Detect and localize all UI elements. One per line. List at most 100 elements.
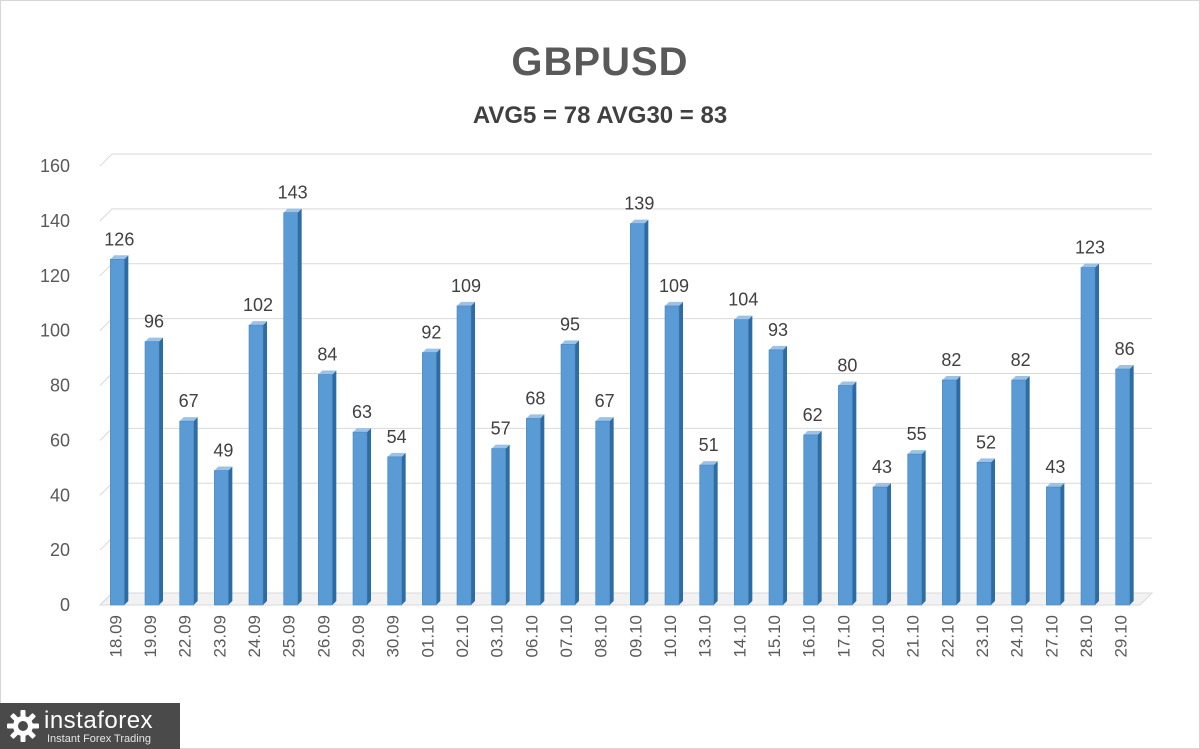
data-label: 143 (278, 183, 308, 203)
bar-group (1011, 376, 1030, 606)
bar (1011, 379, 1026, 606)
bar-side (921, 450, 926, 605)
bar (248, 324, 264, 606)
bar-side (748, 315, 753, 605)
gridline-depth (99, 373, 113, 386)
bar-top (907, 450, 926, 455)
bar-side (1095, 263, 1099, 605)
x-tick-label: 27.10 (1042, 615, 1061, 658)
bar (1046, 486, 1061, 606)
y-tick-label: 20 (50, 540, 70, 560)
bar-top (318, 370, 337, 375)
bar-group (768, 345, 787, 606)
bar-top (110, 255, 129, 260)
bar-top (803, 430, 822, 435)
x-tick-label: 08.10 (592, 615, 611, 658)
bar (734, 319, 749, 606)
bar-group (838, 381, 857, 606)
data-label: 63 (352, 402, 372, 422)
bar-group (699, 461, 718, 606)
bar (630, 223, 645, 606)
bar (768, 349, 784, 606)
bar-side (679, 301, 683, 605)
bar-side (1060, 483, 1065, 605)
bar-side (332, 370, 337, 605)
x-tick-label: 18.09 (106, 615, 125, 658)
y-tick-label: 40 (50, 485, 70, 505)
bar-top (977, 458, 995, 463)
bar-group (318, 370, 337, 606)
bar-top (595, 417, 614, 422)
chart-subtitle: AVG5 = 78 AVG30 = 83 (472, 102, 728, 129)
bar-side (713, 461, 718, 605)
data-label: 43 (872, 457, 892, 477)
data-label: 84 (317, 345, 337, 365)
data-label: 54 (387, 427, 407, 447)
x-tick-label: 19.09 (141, 615, 160, 658)
data-label: 109 (451, 276, 481, 296)
bar-group (422, 348, 441, 606)
bar-side (956, 376, 961, 605)
data-label: 82 (941, 350, 961, 370)
y-tick-label: 60 (50, 430, 70, 450)
bar-top (457, 301, 475, 306)
data-label: 126 (104, 229, 134, 249)
bar-top (665, 301, 683, 306)
bar (422, 352, 437, 606)
bar-top (179, 417, 198, 422)
bar (976, 462, 992, 606)
bar-group (526, 414, 545, 606)
x-tick-label: 25.09 (280, 615, 299, 658)
bar-group (803, 430, 822, 606)
bar-top (630, 219, 649, 224)
data-label: 139 (624, 194, 654, 214)
bar-group (214, 466, 233, 606)
x-tick-label: 03.10 (488, 615, 507, 658)
bar (283, 212, 298, 606)
data-label: 95 (560, 314, 580, 334)
bar-top (387, 452, 406, 457)
data-label: 104 (728, 290, 758, 310)
bar-top (526, 414, 545, 419)
bar-group (110, 255, 129, 606)
bar-group (283, 208, 302, 606)
bar-side (644, 219, 649, 605)
bar (1080, 267, 1096, 606)
data-label: 52 (976, 432, 996, 452)
bar-group (352, 428, 371, 606)
bar-group (456, 301, 475, 606)
data-label: 49 (213, 441, 233, 461)
bar-top (249, 321, 267, 326)
bar-group (976, 458, 995, 606)
x-tick-label: 21.10 (904, 615, 923, 658)
bar-side (817, 430, 822, 605)
bar-group (942, 376, 961, 606)
bar-side (991, 458, 995, 605)
bar (560, 344, 576, 606)
x-tick-label: 28.10 (1077, 615, 1096, 658)
bar-top (491, 444, 510, 449)
bar (491, 448, 506, 606)
data-label: 80 (837, 356, 857, 376)
bar-top (214, 466, 233, 471)
data-label: 86 (1115, 339, 1135, 359)
bar-side (1129, 365, 1134, 605)
bar-side (505, 444, 510, 605)
data-label: 43 (1045, 457, 1065, 477)
logo-name: instaforex (44, 707, 154, 734)
bar (664, 305, 680, 606)
y-tick-label: 80 (50, 376, 70, 396)
x-tick-label: 24.10 (1008, 615, 1027, 658)
data-label: 55 (907, 424, 927, 444)
data-label: 92 (421, 323, 441, 343)
x-tick-label: 07.10 (557, 615, 576, 658)
bar (214, 470, 229, 606)
x-tick-label: 14.10 (730, 615, 749, 658)
x-tick-label: 20.10 (869, 615, 888, 658)
bar-top (561, 340, 579, 345)
bar-side (783, 345, 787, 605)
bar (110, 258, 125, 606)
data-label: 123 (1075, 238, 1105, 258)
bar-group (248, 321, 267, 606)
